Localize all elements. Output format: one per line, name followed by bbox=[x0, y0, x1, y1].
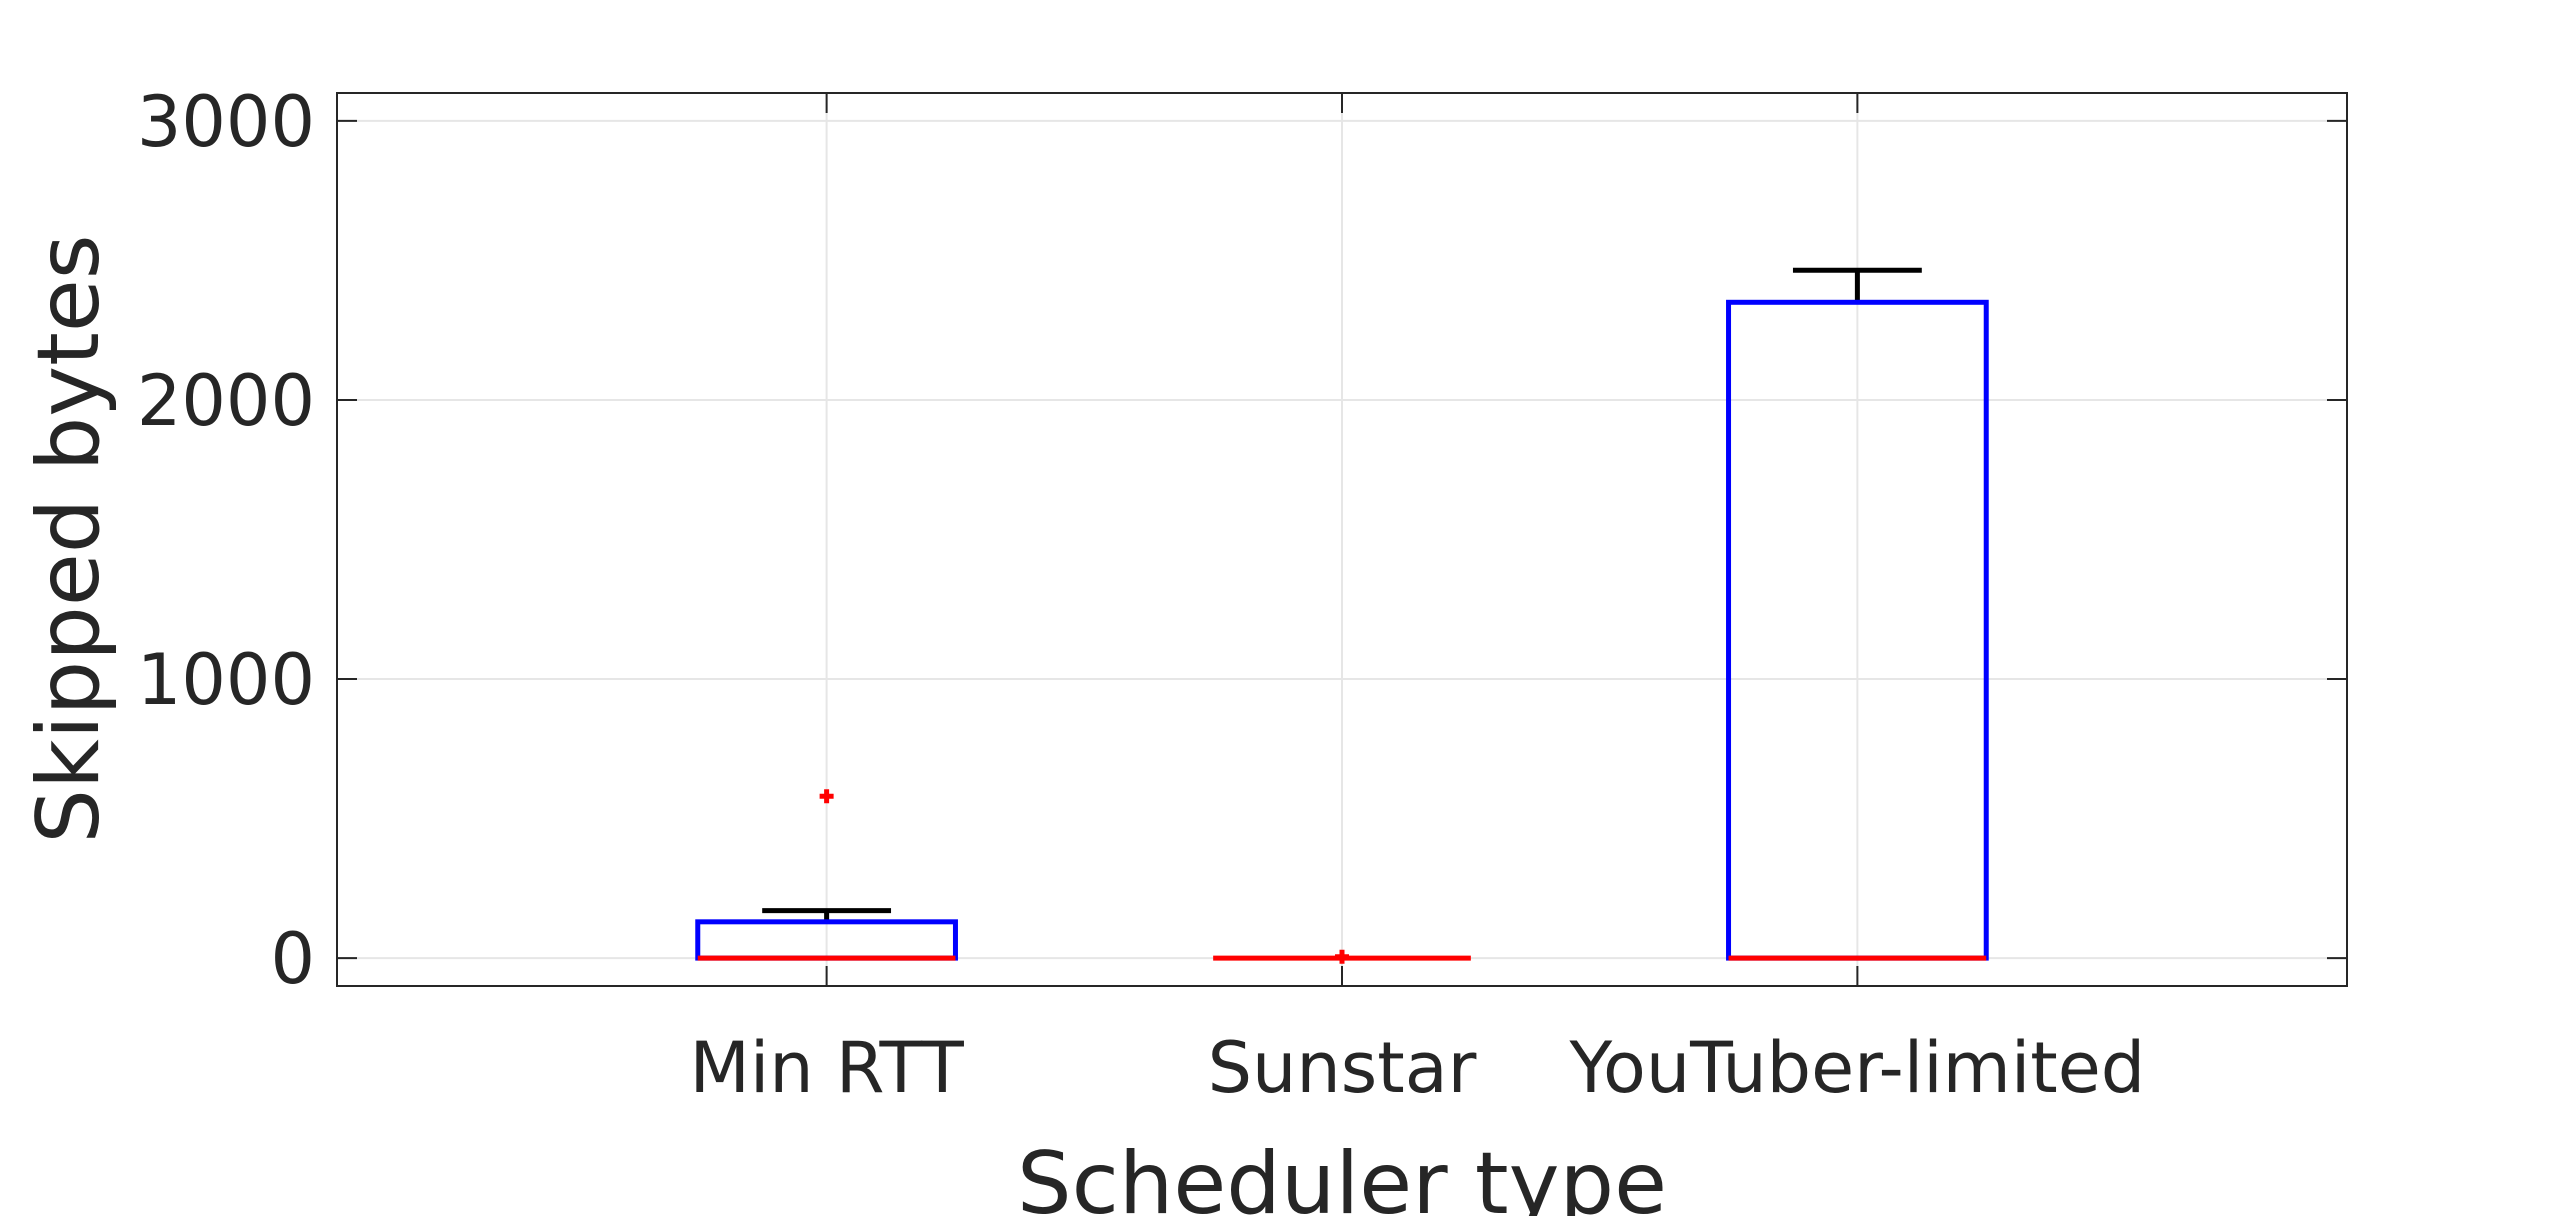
y-tick-label: 1000 bbox=[137, 639, 315, 721]
grid-lines bbox=[337, 93, 2347, 986]
outlier-marker bbox=[1335, 949, 1349, 964]
y-tick-label: 3000 bbox=[137, 81, 315, 163]
x-tick-label: YouTuber-limited bbox=[1569, 1027, 2146, 1109]
box-plot-data bbox=[695, 267, 1989, 964]
y-axis-title: Skipped bytes bbox=[19, 234, 119, 843]
y-tick-label: 0 bbox=[270, 918, 315, 1000]
x-axis-title: Scheduler type bbox=[1017, 1134, 1667, 1216]
x-tick-label: Min RTT bbox=[689, 1027, 964, 1109]
axis-ticks: 0 1000 2000 3000 Min RTT Sunstar YouTuber-limi… bbox=[137, 81, 2347, 1109]
outlier-marker bbox=[819, 789, 834, 804]
y-tick-label: 2000 bbox=[137, 360, 315, 442]
x-tick-label: Sunstar bbox=[1208, 1027, 1477, 1109]
